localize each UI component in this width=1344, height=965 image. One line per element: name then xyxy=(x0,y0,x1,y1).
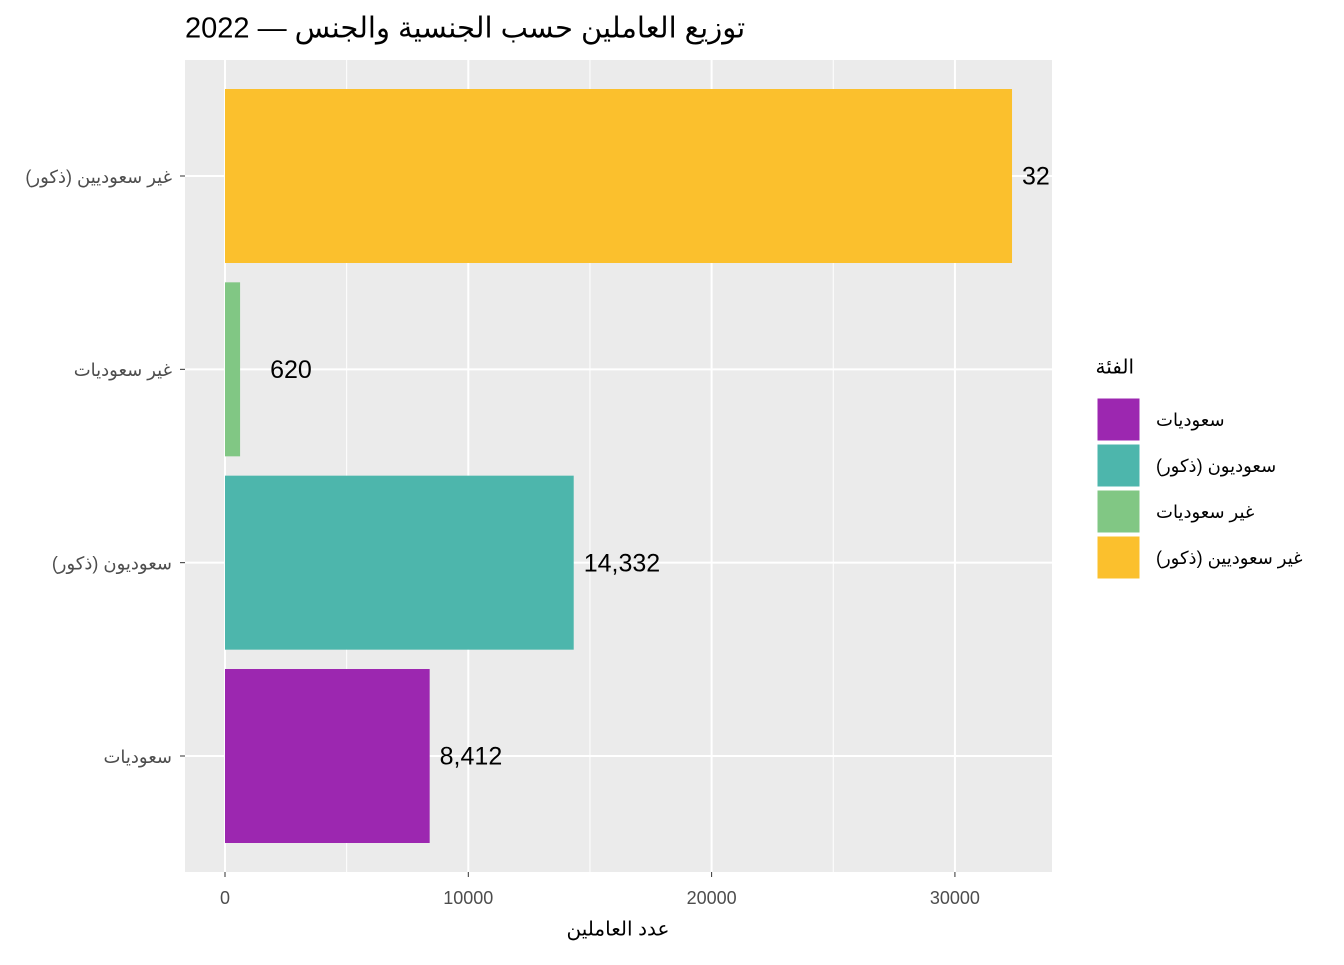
legend-label: غير سعوديات xyxy=(1156,502,1254,523)
value-label: 8,412 xyxy=(440,743,503,771)
x-tick-label: 30000 xyxy=(930,888,980,908)
legend-key xyxy=(1096,397,1141,442)
x-tick-label: 10000 xyxy=(443,888,493,908)
x-tick-label: 0 xyxy=(220,888,230,908)
legend-key xyxy=(1096,489,1141,534)
bars: 8,412 14,332 620 32,347 xyxy=(224,89,1098,843)
chart-title: توزيع العاملين حسب الجنسية والجنس — 2022 xyxy=(185,13,745,45)
bar xyxy=(224,89,1013,263)
y-tick-label: غير سعوديات xyxy=(74,360,172,381)
legend-label: سعوديون (ذكور) xyxy=(1156,456,1276,477)
bar xyxy=(224,669,430,843)
legend-key xyxy=(1096,443,1141,488)
x-axis-title: عدد العاملين xyxy=(567,918,670,940)
x-tick-label: 20000 xyxy=(687,888,737,908)
value-label: 32,347 xyxy=(1022,163,1098,191)
legend-label: غير سعوديين (ذكور) xyxy=(1156,548,1303,569)
y-tick-label: غير سعوديين (ذكور) xyxy=(25,167,172,188)
legend-label: سعوديات xyxy=(1156,410,1225,431)
value-label: 14,332 xyxy=(584,549,660,577)
legend-title: الفئة xyxy=(1095,356,1134,378)
bar xyxy=(224,282,241,457)
bar xyxy=(224,475,574,650)
legend-key xyxy=(1096,535,1141,580)
value-label: 620 xyxy=(270,356,312,384)
y-tick-label: سعوديات xyxy=(103,747,172,768)
y-tick-label: سعوديون (ذكور) xyxy=(52,553,172,574)
